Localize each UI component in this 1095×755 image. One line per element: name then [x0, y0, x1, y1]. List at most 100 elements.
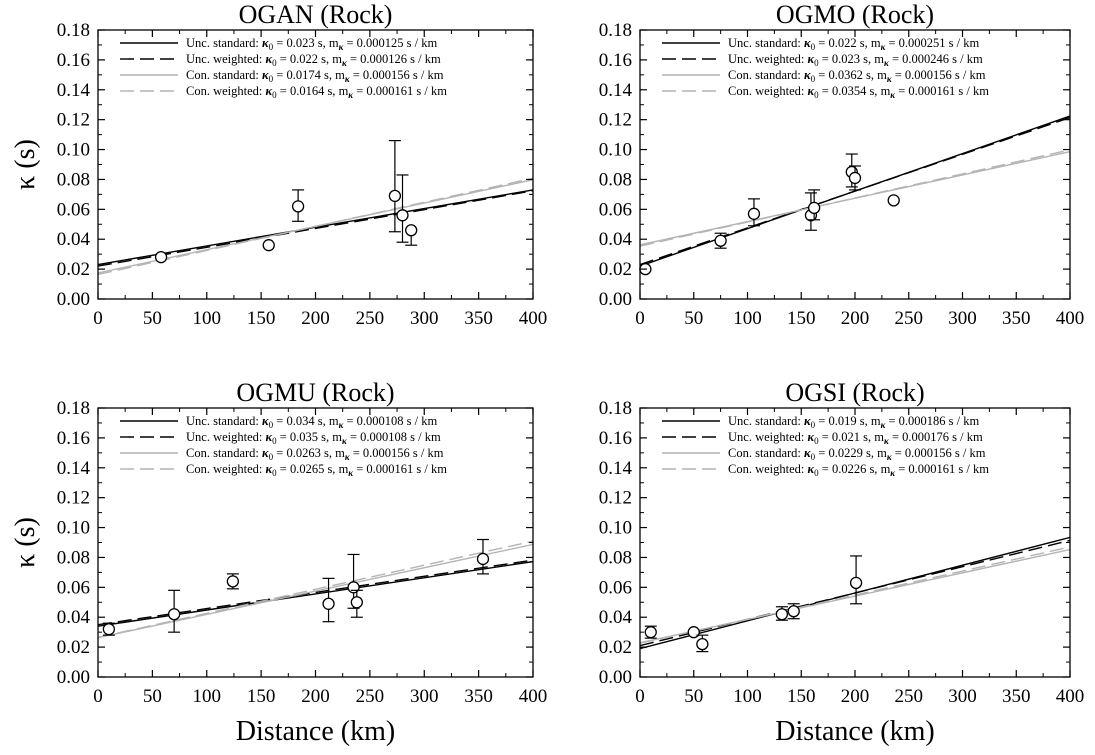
y-tick-label: 0.08 — [57, 547, 90, 568]
data-point — [167, 589, 181, 633]
x-tick-label: 400 — [519, 308, 548, 329]
fit-line-con-wtd — [98, 177, 533, 276]
y-tick-label: 0.14 — [57, 80, 91, 101]
x-tick-label: 350 — [464, 308, 493, 329]
panel-ogmu: OGMU (Rock) Unc. standard: κ0 = 0.034 s, … — [10, 378, 547, 747]
y-tick-label: 0.10 — [57, 518, 90, 539]
legend-entry-con-std: Con. standard: κ0 = 0.0229 s, mκ = 0.000… — [728, 446, 986, 462]
y-tick-label: 0.16 — [57, 428, 90, 449]
x-tick-label: 350 — [1002, 308, 1031, 329]
data-point — [322, 577, 335, 623]
data-point — [887, 194, 900, 207]
x-tick-label: 300 — [410, 308, 439, 329]
legend-entry-con-std: Con. standard: κ0 = 0.0263 s, mκ = 0.000… — [186, 446, 444, 462]
y-axis-label: κ (s) — [10, 139, 41, 190]
fit-line-con-wtd — [98, 540, 533, 639]
y-tick-label: 0.12 — [599, 110, 632, 131]
data-point — [849, 555, 863, 605]
data-point — [291, 189, 305, 222]
fit-line-con-wtd — [640, 149, 1070, 247]
y-tick-label: 0.10 — [57, 140, 90, 161]
x-tick-label: 100 — [193, 308, 222, 329]
y-tick-label: 0.18 — [599, 398, 632, 419]
data-point — [747, 198, 761, 227]
legend-entry-unc-wtd: Unc. weighted: κ0 = 0.023 s, mκ = 0.0002… — [728, 52, 983, 68]
y-tick-label: 0.00 — [57, 289, 90, 310]
y-tick-label: 0.12 — [599, 488, 632, 509]
legend-entry-unc-wtd: Unc. weighted: κ0 = 0.035 s, mκ = 0.0001… — [186, 430, 441, 446]
fit-line-unc-std — [98, 560, 533, 627]
fit-line-con-std — [98, 543, 533, 639]
x-tick-label: 50 — [143, 686, 162, 707]
chart-title: OGMU (Rock) — [236, 378, 394, 407]
data-point — [154, 251, 168, 264]
y-tick-label: 0.04 — [57, 229, 91, 250]
y-tick-label: 0.02 — [599, 637, 632, 658]
y-tick-label: 0.00 — [599, 289, 632, 310]
y-tick-label: 0.16 — [599, 50, 632, 71]
chart-title: OGMO (Rock) — [776, 0, 934, 29]
x-tick-label: 150 — [787, 308, 816, 329]
x-tick-label: 250 — [356, 308, 385, 329]
x-tick-label: 0 — [635, 686, 645, 707]
x-tick-label: 0 — [93, 686, 103, 707]
data-point — [388, 139, 402, 233]
x-tick-label: 250 — [356, 686, 385, 707]
legend-entry-unc-std: Unc. standard: κ0 = 0.019 s, mκ = 0.0001… — [728, 414, 979, 430]
x-tick-label: 100 — [733, 308, 762, 329]
y-tick-label: 0.00 — [599, 667, 632, 688]
y-tick-label: 0.08 — [599, 547, 632, 568]
x-axis-label: Distance (km) — [236, 716, 395, 747]
legend-entry-con-wtd: Con. weighted: κ0 = 0.0164 s, mκ = 0.000… — [186, 84, 447, 100]
legend-entry-unc-wtd: Unc. weighted: κ0 = 0.021 s, mκ = 0.0001… — [728, 430, 983, 446]
legend-entry-con-std: Con. standard: κ0 = 0.0174 s, mκ = 0.000… — [186, 68, 444, 84]
x-tick-label: 300 — [410, 686, 439, 707]
x-tick-label: 100 — [733, 686, 762, 707]
fit-line-unc-wtd — [98, 559, 533, 626]
x-tick-label: 0 — [635, 308, 645, 329]
x-tick-label: 250 — [895, 686, 924, 707]
y-tick-label: 0.04 — [599, 229, 633, 250]
fit-line-unc-wtd — [640, 539, 1070, 647]
x-tick-label: 400 — [1056, 686, 1085, 707]
y-tick-label: 0.02 — [599, 259, 632, 280]
data-point — [350, 589, 363, 618]
data-point — [787, 603, 800, 620]
chart-title: OGAN (Rock) — [239, 0, 393, 29]
y-tick-label: 0.04 — [599, 607, 633, 628]
data-point — [262, 239, 275, 252]
legend-entry-unc-std: Unc. standard: κ0 = 0.023 s, mκ = 0.0001… — [186, 36, 437, 52]
y-tick-label: 0.14 — [599, 80, 633, 101]
x-tick-label: 0 — [93, 308, 103, 329]
x-tick-label: 150 — [247, 308, 276, 329]
y-tick-label: 0.10 — [599, 518, 632, 539]
y-tick-label: 0.08 — [57, 169, 90, 190]
legend-entry-con-wtd: Con. weighted: κ0 = 0.0226 s, mκ = 0.000… — [728, 462, 989, 478]
data-point — [476, 538, 490, 575]
panel-ogsi: OGSI (Rock) Unc. standard: κ0 = 0.019 s, … — [599, 378, 1085, 747]
y-tick-label: 0.14 — [599, 458, 633, 479]
fit-line-unc-wtd — [98, 190, 533, 267]
data-point — [644, 625, 657, 639]
fit-line-unc-wtd — [640, 116, 1070, 266]
x-tick-label: 400 — [1056, 308, 1085, 329]
x-tick-label: 200 — [841, 686, 870, 707]
y-tick-label: 0.12 — [57, 110, 90, 131]
y-tick-label: 0.06 — [57, 199, 90, 220]
x-tick-label: 350 — [1002, 686, 1031, 707]
y-tick-label: 0.06 — [57, 577, 90, 598]
x-tick-label: 50 — [143, 308, 162, 329]
y-tick-label: 0.18 — [57, 20, 90, 41]
legend-entry-unc-wtd: Unc. weighted: κ0 = 0.022 s, mκ = 0.0001… — [186, 52, 441, 68]
data-point — [808, 189, 821, 221]
y-tick-label: 0.06 — [599, 199, 632, 220]
legend-entry-unc-std: Unc. standard: κ0 = 0.022 s, mκ = 0.0002… — [728, 36, 979, 52]
x-tick-label: 150 — [247, 686, 276, 707]
x-axis-label: Distance (km) — [775, 716, 934, 747]
y-tick-label: 0.14 — [57, 458, 91, 479]
x-tick-label: 300 — [948, 686, 977, 707]
data-point — [396, 174, 409, 243]
y-tick-label: 0.02 — [57, 259, 90, 280]
data-point — [405, 224, 418, 246]
legend-entry-con-std: Con. standard: κ0 = 0.0362 s, mκ = 0.000… — [728, 68, 986, 84]
